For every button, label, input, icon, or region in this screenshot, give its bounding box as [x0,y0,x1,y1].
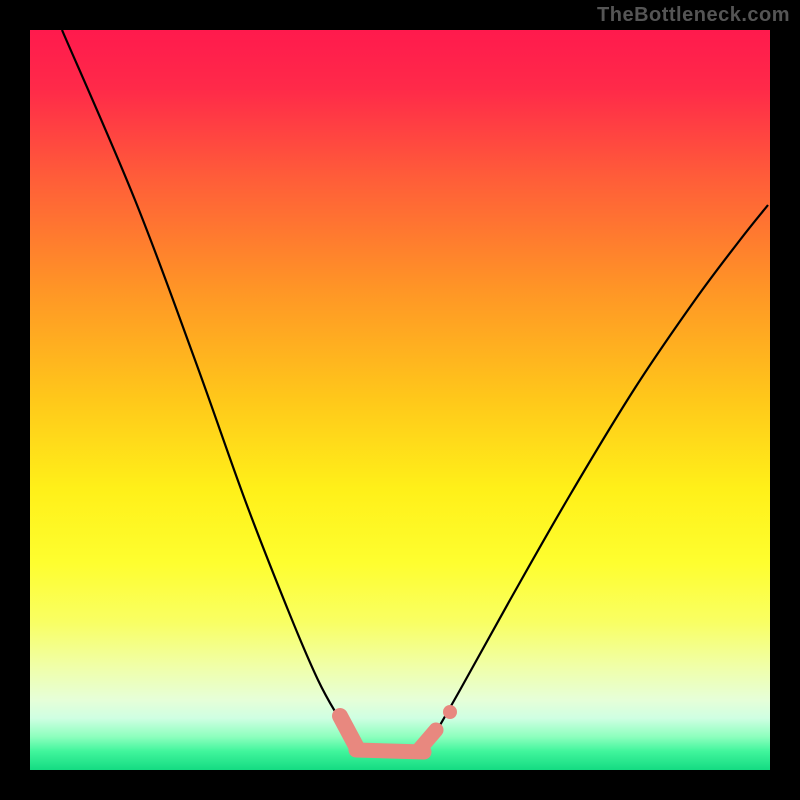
plateau-markers [340,705,457,752]
curve-overlay [0,0,800,800]
curve-right [432,205,768,739]
watermark-text: TheBottleneck.com [597,4,790,27]
curve-left [62,30,352,740]
chart-container: TheBottleneck.com [0,0,800,800]
plateau-segment [418,730,436,751]
plateau-segment [340,716,356,746]
plateau-dot [443,705,457,719]
